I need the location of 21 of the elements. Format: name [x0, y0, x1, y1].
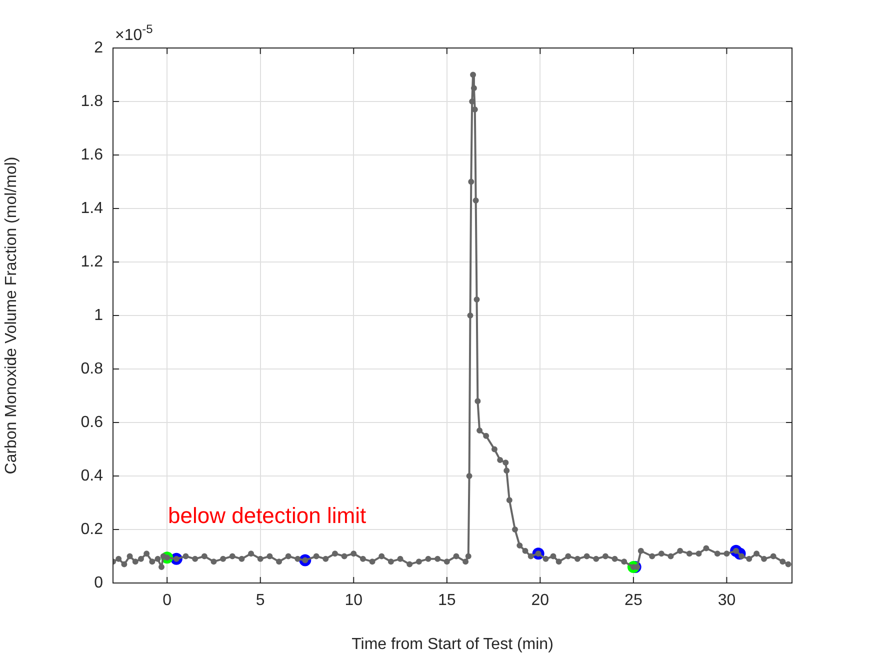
y-tick-label: 1: [94, 306, 104, 324]
y-tick-label: 1.8: [80, 92, 104, 110]
y-tick-label: 0.4: [80, 467, 104, 484]
x-tick-label: 20: [531, 592, 550, 610]
y-tick-label: 2: [94, 39, 104, 56]
x-tick-label: 0: [162, 592, 172, 610]
x-tick-label: 15: [438, 592, 456, 610]
x-axis-title: Time from Start of Test (min): [352, 636, 554, 653]
y-tick-label: 1.4: [80, 200, 104, 217]
x-tick-label: 5: [256, 592, 265, 610]
x-tick-label: 25: [624, 592, 642, 610]
x-tick-label: 10: [344, 592, 363, 610]
y-tick-label: 0.2: [80, 520, 104, 538]
annotation: below detection limit: [168, 503, 366, 528]
y-tick-label: 0: [94, 574, 104, 592]
y-tick-label: 0.6: [80, 414, 104, 431]
y-tick-label: 0.8: [80, 360, 104, 378]
y-axis-title: Carbon Monoxide Volume Fraction (mol/mol): [3, 156, 20, 474]
x-tick-label: 30: [718, 592, 736, 610]
y-tick-label: 1.6: [80, 146, 104, 164]
y-tick-label: 1.2: [80, 253, 104, 270]
